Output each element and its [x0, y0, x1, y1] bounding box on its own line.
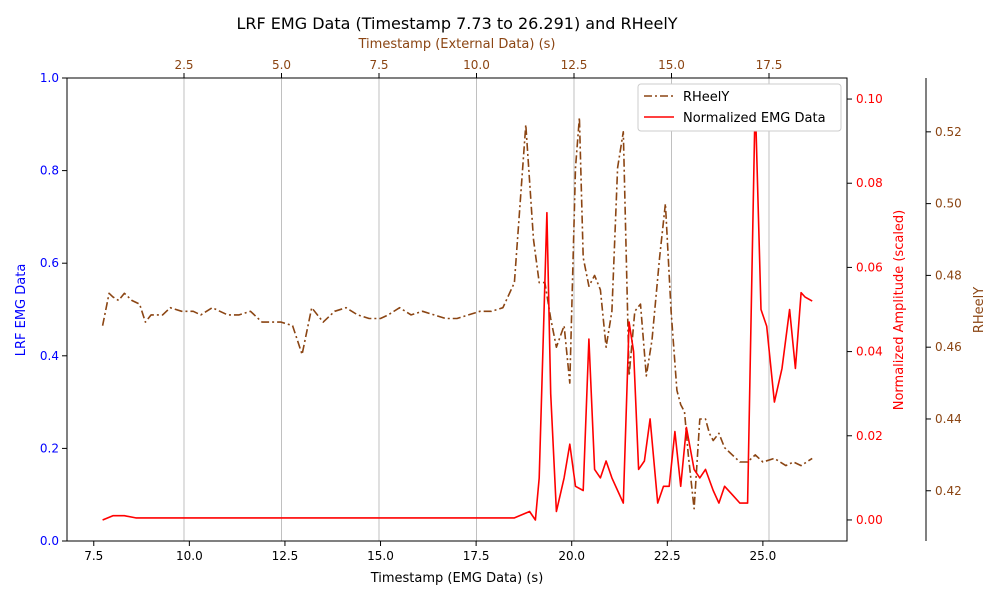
y-right-tick-label: 0.10: [856, 92, 883, 106]
x-top-tick-label: 2.5: [174, 58, 193, 72]
x-top-axis-label: Timestamp (External Data) (s): [358, 37, 556, 52]
y-left-tick-label: 0.4: [40, 349, 59, 363]
y-right-axis-label: Normalized Amplitude (scaled): [892, 210, 907, 411]
y-left-tick-label: 0.2: [40, 441, 59, 455]
y-right-tick-label: 0.08: [856, 176, 883, 190]
y-left-tick-label: 1.0: [40, 71, 59, 85]
y-right2-axis-label: RHeelY: [972, 287, 987, 333]
y-left-tick-label: 0.8: [40, 164, 59, 178]
x-top-tick-label: 7.5: [369, 58, 388, 72]
x-axis-label: Timestamp (EMG Data) (s): [370, 571, 544, 586]
y-right2-tick-label: 0.50: [935, 197, 962, 211]
x-top-tick-label: 15.0: [658, 58, 685, 72]
x-top-tick-label: 12.5: [561, 58, 588, 72]
y-right2-tick-label: 0.42: [935, 484, 962, 498]
y-right2-tick-label: 0.52: [935, 125, 962, 139]
y-left-tick-label: 0.6: [40, 256, 59, 270]
x-tick-label: 15.0: [367, 549, 394, 563]
y-left-tick-label: 0.0: [40, 534, 59, 548]
x-tick-label: 10.0: [176, 549, 203, 563]
x-tick-label: 25.0: [750, 549, 777, 563]
rheel-series-line: [101, 116, 813, 510]
plot-frame: [66, 77, 848, 542]
x-tick-label: 7.5: [84, 549, 103, 563]
legend: RHeelY Normalized EMG Data: [637, 83, 842, 132]
y-right2-tick-label: 0.46: [935, 340, 962, 354]
y-right-tick-label: 0.02: [856, 429, 883, 443]
x-top-tick-label: 5.0: [272, 58, 291, 72]
x-tick-label: 20.0: [558, 549, 585, 563]
x-top-tick-label: 17.5: [756, 58, 783, 72]
legend-rheel-label: RHeelY: [683, 90, 729, 105]
chart-title: LRF EMG Data (Timestamp 7.73 to 26.291) …: [236, 14, 677, 33]
axis-layer: 7.5 10.0 12.5 15.0 17.5 20.0 22.5 25.0 2.5 5.0 7.5…: [40, 58, 962, 563]
y-right-tick-label: 0.00: [856, 513, 883, 527]
y-right-tick-label: 0.04: [856, 345, 883, 359]
legend-box: [637, 83, 842, 132]
y-right2-tick-label: 0.48: [935, 268, 962, 282]
x-tick-label: 12.5: [272, 549, 299, 563]
emg-series-line: [102, 98, 813, 521]
legend-emg-label: Normalized EMG Data: [683, 111, 826, 126]
x-tick-label: 22.5: [654, 549, 681, 563]
series-layer: [101, 98, 813, 521]
y-right-tick-label: 0.06: [856, 260, 883, 274]
x-top-tick-label: 10.0: [463, 58, 490, 72]
y-right2-tick-label: 0.44: [935, 412, 962, 426]
x-tick-label: 17.5: [463, 549, 490, 563]
y-left-axis-label: LRF EMG Data: [14, 264, 29, 357]
